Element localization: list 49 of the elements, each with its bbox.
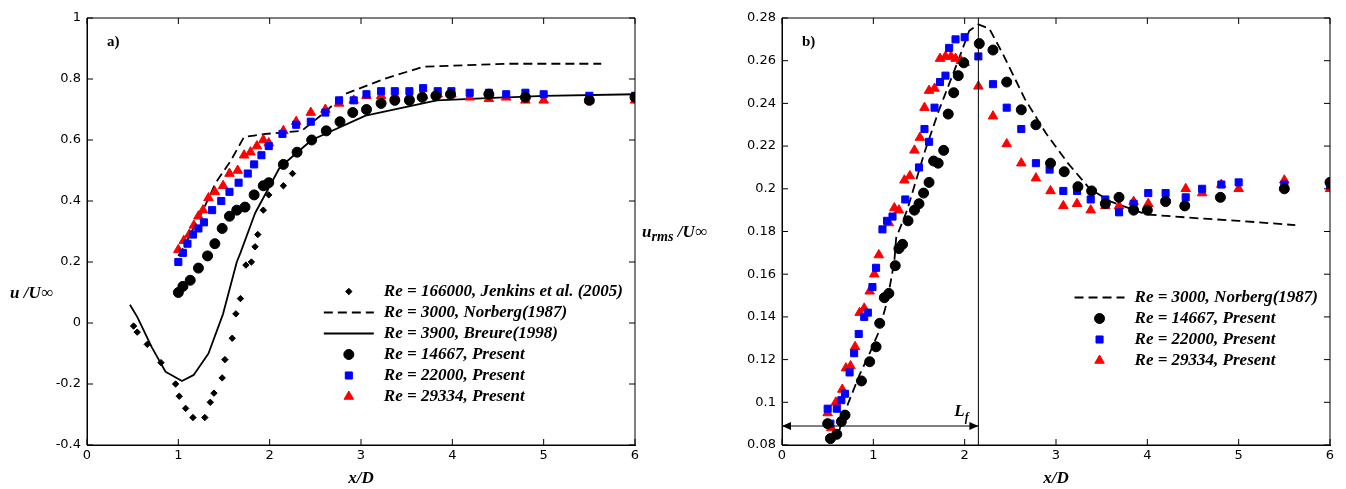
y-tick-label: 0.8 <box>60 70 81 86</box>
x-tick-label: 0 <box>82 447 92 463</box>
y-tick-label: 1 <box>72 9 81 25</box>
y-tick-label: 0.4 <box>60 192 81 208</box>
x-tick-label: 4 <box>448 447 457 463</box>
y-tick-label: 0.1 <box>755 393 776 409</box>
legend-label: Re = 22000, Present <box>1133 328 1277 348</box>
x-tick-label: 2 <box>265 447 274 463</box>
x-tick-label: 0 <box>777 447 787 463</box>
x-tick-label: 6 <box>1325 447 1335 463</box>
legend-label: Re = 29334, Present <box>1133 349 1277 369</box>
x-tick-label: 3 <box>356 447 366 463</box>
legend-label: Re = 14667, Present <box>382 343 527 363</box>
x-tick-label: 5 <box>539 447 548 463</box>
x-tick-label: 5 <box>1234 447 1243 463</box>
y-tick-label: 0.2 <box>755 180 776 196</box>
x-tick-label: 1 <box>174 447 183 463</box>
x-tick-label: 3 <box>1051 447 1061 463</box>
y-tick-label: 0.18 <box>747 222 776 238</box>
y-tick-label: 0.28 <box>747 9 776 25</box>
y-tick-label: 0 <box>72 314 81 330</box>
x-tick-label: 6 <box>630 447 640 463</box>
y-tick-label: 0.6 <box>60 131 81 147</box>
y-tick-label: 0.2 <box>60 253 81 269</box>
y-tick-label: 0.08 <box>747 436 776 452</box>
x-axis-title: x/D <box>347 468 374 488</box>
y-tick-label: 0.12 <box>747 350 776 366</box>
legend-label: Re = 14667, Present <box>1133 307 1277 327</box>
legend-label: Re = 22000, Present <box>382 364 527 384</box>
text: a) <box>107 32 120 50</box>
y-tick-label: 0.14 <box>747 308 776 324</box>
y-tick-label: 0.26 <box>747 52 776 68</box>
y-tick-label: 0.24 <box>747 94 776 110</box>
legend-label: Re = 3000, Norberg(1987) <box>382 301 568 321</box>
x-tick-label: 2 <box>960 447 969 463</box>
legend-label: Re = 29334, Present <box>382 385 527 405</box>
y-tick-label: 0.16 <box>747 265 776 281</box>
legend-label: Re = 3900, Breure(1998) <box>382 322 558 342</box>
y-axis-title: u$_{rms}$ /U∞ <box>642 222 707 246</box>
y-tick-label: -0.2 <box>55 375 81 391</box>
y-axis-title: u /U∞ <box>10 283 53 303</box>
x-axis-title: x/D <box>1042 468 1069 488</box>
legend-label: Re = 3000, Norberg(1987) <box>1133 286 1319 306</box>
y-tick-label: -0.4 <box>55 436 81 452</box>
x-tick-label: 4 <box>1143 447 1152 463</box>
text: b) <box>802 32 816 50</box>
x-tick-label: 1 <box>869 447 878 463</box>
y-tick-label: 0.22 <box>747 137 776 153</box>
legend-label: Re = 166000, Jenkins et al. (2005) <box>382 280 624 300</box>
